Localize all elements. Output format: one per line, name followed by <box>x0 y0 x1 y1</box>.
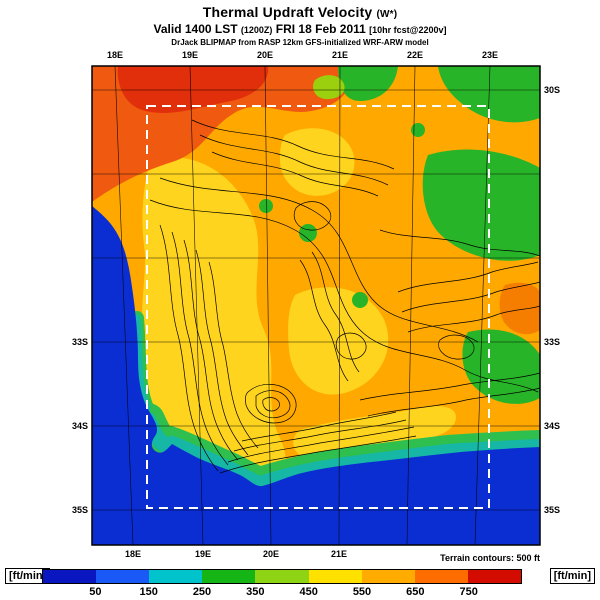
chart-title-param: (W*) <box>376 9 398 20</box>
colorbar-segment <box>96 570 150 583</box>
colorbar-segment <box>414 570 468 583</box>
valid-zulu: (1200Z) <box>240 25 273 35</box>
terrain-contours <box>149 119 540 474</box>
lon-label-bottom: 19E <box>194 549 211 559</box>
lon-label-top: 22E <box>406 50 423 60</box>
nest-domain-box <box>146 105 490 509</box>
lat-label-right: 33S <box>544 337 561 347</box>
colorbar-tick-label: 50 <box>89 586 102 598</box>
valid-time-line: Valid 1400 LST (1200Z) FRI 18 Feb 2011 [… <box>0 22 600 36</box>
colorbar <box>42 569 522 584</box>
lon-label-top: 19E <box>181 50 198 60</box>
colorbar-segment <box>149 570 203 583</box>
lon-label-bottom: 21E <box>330 549 347 559</box>
colorbar-segment <box>361 570 415 583</box>
lat-label-left: 34S <box>71 421 88 431</box>
colorbar-segment <box>255 570 309 583</box>
updraft-zone-yellow <box>142 128 456 545</box>
updraft-zone-dark-orange <box>499 282 540 335</box>
terrain-contours-note: Terrain contours: 500 ft <box>440 553 540 563</box>
chart-title: Thermal Updraft Velocity (W*) <box>0 4 600 20</box>
lat-label-left: 33S <box>71 337 88 347</box>
lon-label-bottom: 20E <box>262 549 279 559</box>
lat-label-right: 34S <box>544 421 561 431</box>
lon-label-top: 23E <box>481 50 498 60</box>
valid-date: FRI 18 Feb 2011 <box>275 22 366 36</box>
colorbar-tick-label: 450 <box>299 586 318 598</box>
valid-time: Valid 1400 LST <box>153 22 238 36</box>
colorbar-segment <box>308 570 362 583</box>
lat-label-left: 35S <box>71 505 88 515</box>
lon-label-bottom: 18E <box>124 549 141 559</box>
colorbar-tick-label: 150 <box>139 586 158 598</box>
latlon-grid <box>92 66 540 545</box>
updraft-zone-light-green <box>313 75 345 100</box>
colorbar-tick-label: 750 <box>459 586 478 598</box>
unit-label-right: [ft/min] <box>549 568 595 584</box>
colorbar-segment <box>202 570 256 583</box>
lat-label-right: 35S <box>544 505 561 515</box>
ocean <box>92 206 540 545</box>
lat-label-right: 30S <box>544 85 561 95</box>
colorbar-tick-labels: 50 150 250 350 450 550 650 750 <box>0 586 600 600</box>
forecast-tag: [10hr fcst@2200v] <box>369 25 447 35</box>
map-border <box>91 65 541 546</box>
model-attribution: DrJack BLIPMAP from RASP 12km GFS-initia… <box>171 38 429 47</box>
chart-title-main: Thermal Updraft Velocity <box>202 4 373 20</box>
colorbar-segment <box>467 570 521 583</box>
colorbar-tick-label: 650 <box>406 586 425 598</box>
lon-label-top: 18E <box>106 50 123 60</box>
unit-label-left: [ft/min] <box>5 568 51 584</box>
updraft-zone-green <box>259 66 540 404</box>
lon-label-top: 20E <box>256 50 273 60</box>
colorbar-tick-label: 250 <box>192 586 212 598</box>
colorbar-tick-label: 350 <box>246 586 265 598</box>
colorbar-tick-label: 550 <box>352 586 372 598</box>
colorbar-segment <box>43 570 97 583</box>
lon-label-top: 21E <box>331 50 348 60</box>
updraft-zone-red-core <box>117 66 269 113</box>
